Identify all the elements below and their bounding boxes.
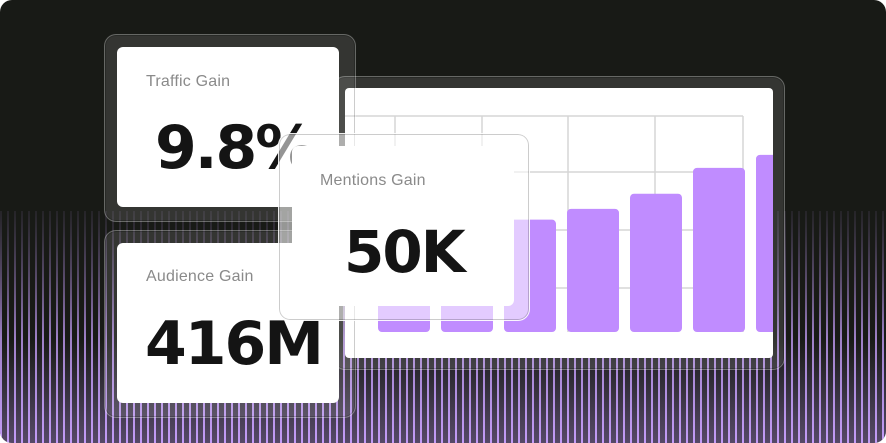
mentions-gain-value: 50K: [344, 218, 466, 286]
traffic-gain-label: Traffic Gain: [146, 73, 231, 90]
audience-gain-label: Audience Gain: [146, 268, 254, 285]
chart-bar: [567, 208, 619, 332]
chart-bar: [756, 154, 773, 332]
mentions-gain-label: Mentions Gain: [320, 172, 426, 189]
mentions-gain-card: Mentions Gain 50K: [292, 146, 514, 306]
chart-bar: [630, 193, 682, 332]
chart-bar: [693, 167, 745, 332]
